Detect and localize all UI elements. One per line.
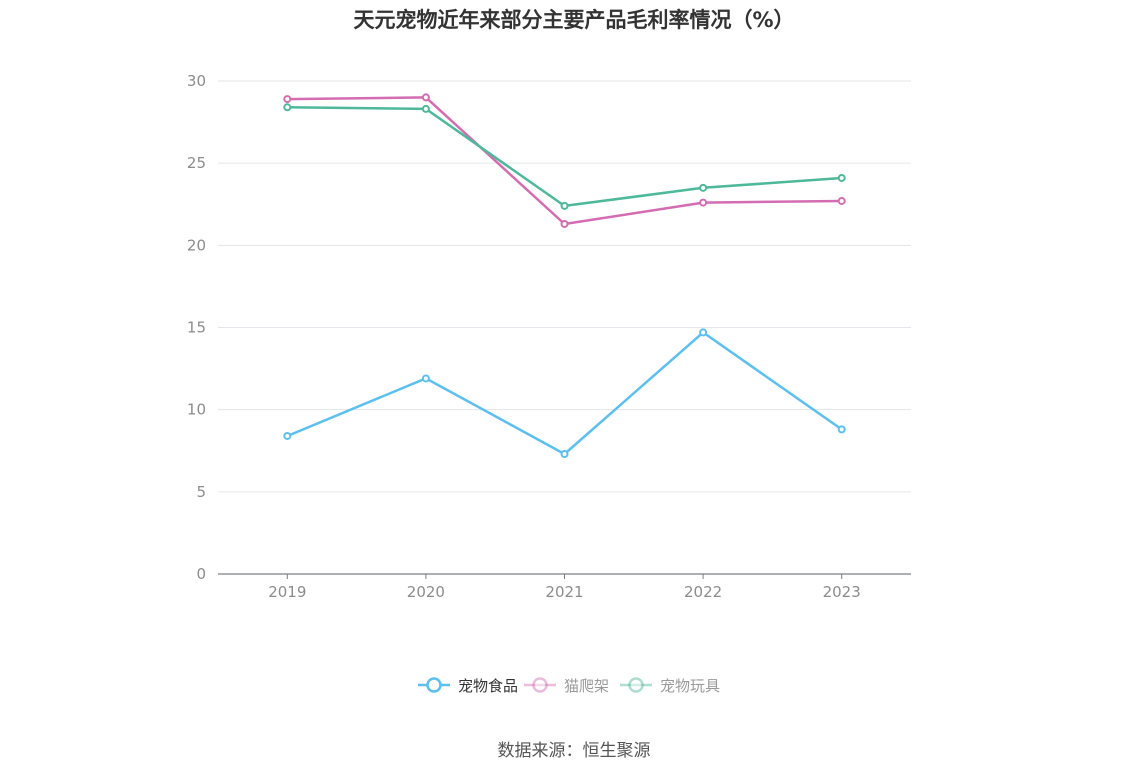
legend-label: 宠物食品 (458, 677, 518, 695)
y-tick-label: 10 (187, 401, 206, 419)
y-tick-label: 30 (187, 72, 206, 90)
data-point (699, 183, 708, 192)
data-point (283, 431, 292, 440)
legend-item[interactable]: 宠物玩具 (620, 677, 720, 695)
data-point (837, 196, 846, 205)
y-tick-label: 0 (196, 565, 206, 583)
x-tick-label: 2023 (823, 583, 861, 601)
series-line (287, 106, 842, 208)
y-tick-label: 20 (187, 236, 206, 254)
data-point (837, 173, 846, 182)
legend-marker-icon (426, 677, 442, 693)
legend-item[interactable]: 猫爬架 (524, 677, 609, 695)
chart-title: 天元宠物近年来部分主要产品毛利率情况（%） (353, 8, 795, 32)
x-tick-label: 2022 (684, 583, 722, 601)
data-point (699, 198, 708, 207)
y-tick-label: 5 (196, 483, 206, 501)
data-point (421, 93, 430, 102)
data-point (837, 425, 846, 434)
y-tick-label: 25 (187, 154, 206, 172)
legend-label: 宠物玩具 (660, 677, 720, 695)
x-tick-label: 2021 (545, 583, 583, 601)
data-point (560, 450, 569, 459)
x-tick-label: 2020 (407, 583, 445, 601)
data-point (283, 103, 292, 112)
data-point (560, 219, 569, 228)
data-point (560, 201, 569, 210)
legend-item[interactable]: 宠物食品 (418, 677, 518, 695)
x-tick-label: 2019 (268, 583, 306, 601)
legend-label: 猫爬架 (564, 677, 609, 695)
data-point (283, 95, 292, 104)
data-point (421, 104, 430, 113)
legend-marker-icon (628, 677, 644, 693)
data-source: 数据来源：恒生聚源 (497, 741, 651, 761)
legend-marker-icon (532, 677, 548, 693)
data-point (421, 374, 430, 383)
y-tick-label: 15 (187, 319, 206, 337)
data-point (699, 328, 708, 337)
series-line (286, 331, 843, 456)
